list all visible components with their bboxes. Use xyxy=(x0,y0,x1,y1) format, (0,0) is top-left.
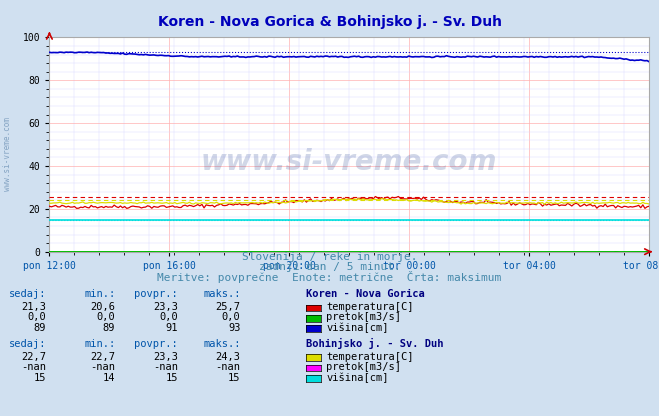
Text: povpr.:: povpr.: xyxy=(134,339,178,349)
Text: min.:: min.: xyxy=(84,339,115,349)
Text: -nan: -nan xyxy=(90,362,115,372)
Text: sedaj:: sedaj: xyxy=(9,339,46,349)
Text: -nan: -nan xyxy=(153,362,178,372)
Text: maks.:: maks.: xyxy=(203,339,241,349)
Text: maks.:: maks.: xyxy=(203,290,241,300)
Text: 89: 89 xyxy=(34,323,46,333)
Text: 20,6: 20,6 xyxy=(90,302,115,312)
Text: Meritve: povprečne  Enote: metrične  Črta: maksimum: Meritve: povprečne Enote: metrične Črta:… xyxy=(158,271,501,283)
Text: pretok[m3/s]: pretok[m3/s] xyxy=(326,362,401,372)
Text: 23,3: 23,3 xyxy=(153,302,178,312)
Text: sedaj:: sedaj: xyxy=(9,290,46,300)
Text: 0,0: 0,0 xyxy=(97,312,115,322)
Text: 24,3: 24,3 xyxy=(215,352,241,362)
Text: 91: 91 xyxy=(165,323,178,333)
Text: www.si-vreme.com: www.si-vreme.com xyxy=(201,148,498,176)
Text: 93: 93 xyxy=(228,323,241,333)
Text: 23,3: 23,3 xyxy=(153,352,178,362)
Text: 15: 15 xyxy=(228,373,241,383)
Text: povpr.:: povpr.: xyxy=(134,290,178,300)
Text: višina[cm]: višina[cm] xyxy=(326,372,389,383)
Text: -nan: -nan xyxy=(215,362,241,372)
Text: temperatura[C]: temperatura[C] xyxy=(326,352,414,362)
Text: www.si-vreme.com: www.si-vreme.com xyxy=(3,117,13,191)
Text: 25,7: 25,7 xyxy=(215,302,241,312)
Text: 15: 15 xyxy=(34,373,46,383)
Text: 14: 14 xyxy=(103,373,115,383)
Text: 0,0: 0,0 xyxy=(159,312,178,322)
Text: -nan: -nan xyxy=(21,362,46,372)
Text: 21,3: 21,3 xyxy=(21,302,46,312)
Text: 22,7: 22,7 xyxy=(90,352,115,362)
Text: 0,0: 0,0 xyxy=(222,312,241,322)
Text: Slovenija / reke in morje.: Slovenija / reke in morje. xyxy=(242,252,417,262)
Text: Bohinjsko j. - Sv. Duh: Bohinjsko j. - Sv. Duh xyxy=(306,338,444,349)
Text: 89: 89 xyxy=(103,323,115,333)
Text: 15: 15 xyxy=(165,373,178,383)
Text: Koren - Nova Gorica & Bohinjsko j. - Sv. Duh: Koren - Nova Gorica & Bohinjsko j. - Sv.… xyxy=(158,15,501,29)
Text: temperatura[C]: temperatura[C] xyxy=(326,302,414,312)
Text: 0,0: 0,0 xyxy=(28,312,46,322)
Text: višina[cm]: višina[cm] xyxy=(326,322,389,333)
Text: 22,7: 22,7 xyxy=(21,352,46,362)
Text: min.:: min.: xyxy=(84,290,115,300)
Text: Koren - Nova Gorica: Koren - Nova Gorica xyxy=(306,290,425,300)
Text: zadnji dan / 5 minut.: zadnji dan / 5 minut. xyxy=(258,262,401,272)
Text: pretok[m3/s]: pretok[m3/s] xyxy=(326,312,401,322)
